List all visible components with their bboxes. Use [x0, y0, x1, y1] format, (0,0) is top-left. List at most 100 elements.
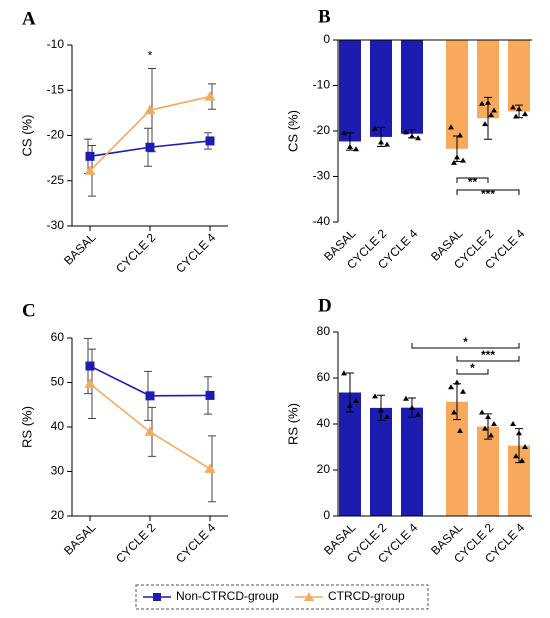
panel-letter: C [22, 300, 36, 321]
data-point [378, 139, 384, 145]
bar [446, 40, 468, 149]
y-tick-label: -15 [47, 82, 65, 96]
marker [204, 91, 216, 101]
marker [204, 463, 216, 473]
data-point [488, 112, 494, 118]
data-point [522, 444, 528, 449]
data-point [485, 414, 491, 420]
legend-marker [304, 592, 314, 601]
bar [401, 407, 423, 516]
data-point [510, 421, 516, 426]
marker [205, 390, 215, 400]
y-tick-label: -40 [313, 214, 331, 228]
marker [145, 142, 155, 152]
panel-letter: A [22, 8, 36, 29]
y-tick-label: 40 [51, 419, 65, 433]
data-point [403, 129, 409, 135]
y-tick-label: 80 [317, 324, 331, 338]
data-point [479, 409, 485, 415]
data-point [409, 133, 415, 139]
x-tick-label: CYCLE 2 [113, 230, 159, 276]
data-point [513, 453, 519, 459]
bar [339, 40, 361, 142]
marker [205, 136, 215, 146]
y-tick-label: -30 [47, 218, 65, 232]
y-axis-label: RS (%) [285, 403, 300, 445]
marker [84, 165, 96, 175]
y-axis-label: CS (%) [19, 115, 34, 157]
marker [85, 361, 95, 371]
data-point [415, 411, 421, 417]
bar [370, 407, 392, 516]
significance-label: * [463, 335, 468, 349]
significance-bracket [456, 369, 489, 375]
data-point [384, 414, 390, 420]
legend-label: CTRCD-group [328, 589, 405, 603]
bar [477, 40, 499, 119]
data-point [341, 130, 347, 136]
significance-label: *** [481, 187, 495, 201]
data-point [491, 421, 497, 426]
data-point [482, 425, 488, 431]
data-point [454, 379, 460, 385]
data-point [454, 154, 460, 160]
data-point [372, 125, 378, 131]
legend-marker [153, 593, 161, 601]
marker [144, 104, 156, 115]
data-point [353, 398, 359, 403]
legend-label: Non-CTRCD-group [176, 589, 279, 603]
y-tick-label: -30 [313, 169, 331, 183]
data-point [341, 370, 347, 376]
bar [446, 401, 468, 516]
y-tick-label: 40 [317, 416, 331, 430]
data-point [457, 427, 463, 433]
data-point [510, 104, 516, 110]
x-tick-label: CYCLE 2 [113, 520, 159, 566]
data-point [409, 404, 415, 410]
data-point [491, 107, 497, 113]
data-point [415, 135, 421, 141]
significance-label: *** [481, 348, 495, 362]
y-axis-label: RS (%) [19, 406, 34, 448]
x-tick-label: CYCLE 4 [173, 520, 219, 566]
data-point [485, 99, 491, 105]
y-tick-label: 0 [323, 32, 330, 46]
x-tick-label: BASAL [61, 520, 98, 557]
bar [477, 426, 499, 516]
data-point [516, 430, 522, 436]
x-tick-label: CYCLE 4 [173, 230, 219, 276]
significance-label: ** [468, 175, 478, 189]
y-tick-label: 60 [51, 330, 65, 344]
marker [85, 151, 95, 161]
data-point [448, 124, 454, 130]
y-tick-label: 0 [323, 508, 330, 522]
bar [508, 40, 530, 112]
panel-letter: D [318, 295, 332, 316]
x-tick-label: BASAL [61, 230, 98, 267]
bar [401, 40, 423, 134]
data-point [403, 395, 409, 401]
y-tick-label: 20 [51, 508, 65, 522]
y-tick-label: 60 [317, 370, 331, 384]
y-tick-label: -10 [47, 37, 65, 51]
panel-letter: B [318, 6, 331, 27]
significance-bracket [456, 189, 520, 195]
annotation: * [148, 49, 153, 63]
data-point [460, 157, 466, 163]
y-tick-label: 20 [317, 462, 331, 476]
significance-label: * [470, 361, 475, 375]
data-point [488, 432, 494, 438]
bar [339, 392, 361, 516]
significance-bracket [456, 356, 520, 362]
data-point [457, 132, 463, 138]
y-tick-label: -10 [313, 78, 331, 92]
data-point [448, 384, 454, 390]
data-point [516, 106, 522, 112]
bar [508, 445, 530, 516]
bar [370, 40, 392, 137]
data-point [347, 402, 353, 408]
data-point [451, 409, 457, 415]
data-point [513, 113, 519, 119]
data-point [451, 159, 457, 165]
